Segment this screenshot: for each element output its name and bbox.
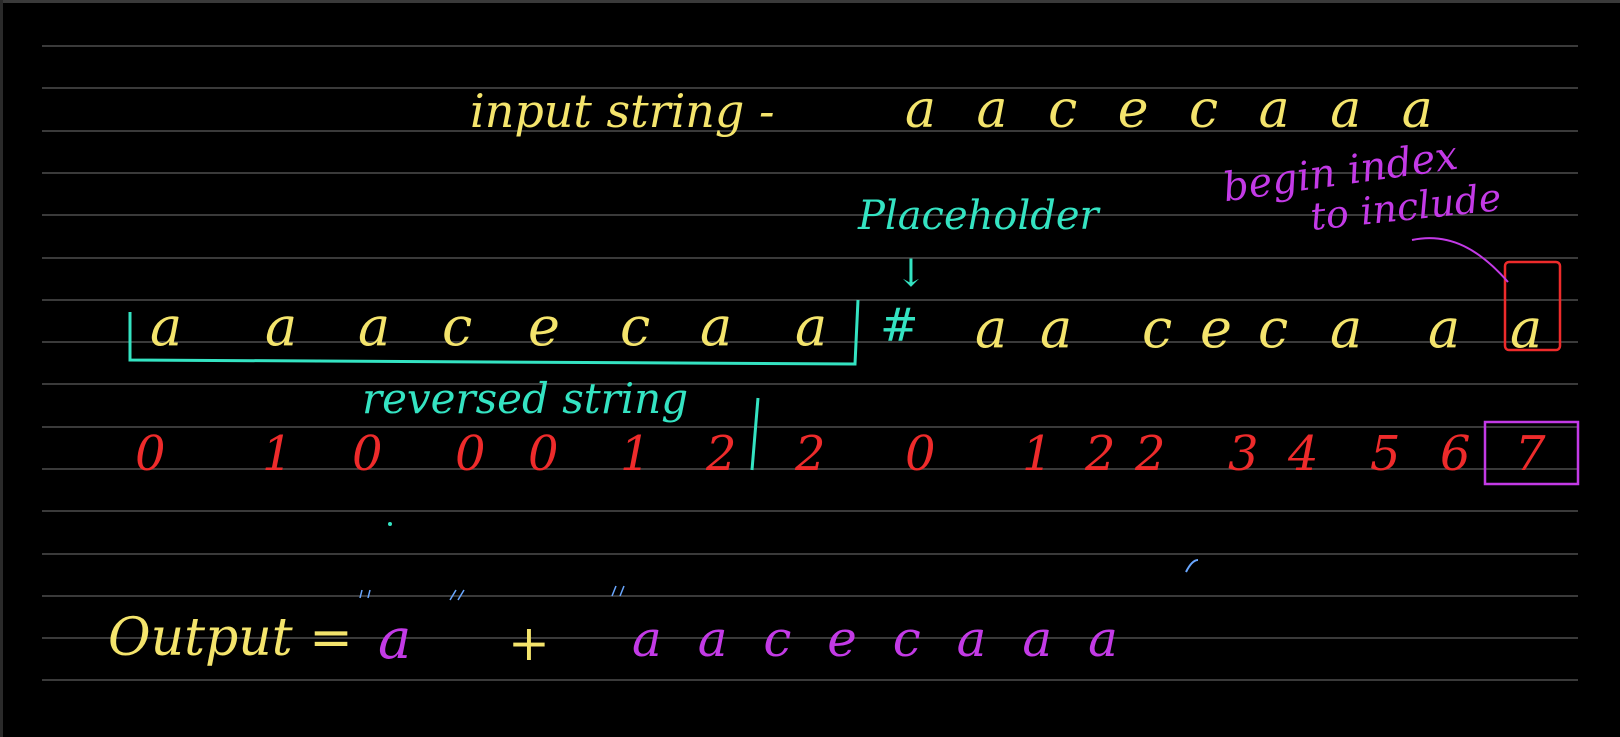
lps-value: 4: [1288, 426, 1319, 482]
original-letter: c: [1142, 297, 1173, 360]
original-letter: c: [1258, 297, 1289, 360]
quote-mark-1: [359, 589, 371, 599]
reversed-letter: a: [700, 295, 733, 358]
reversed-letter: c: [442, 295, 473, 358]
lps-value: 2: [795, 426, 826, 482]
input-string-label: input string -: [470, 84, 775, 138]
output-label: Output =: [108, 608, 353, 668]
begin-index-pointer: [1411, 237, 1509, 283]
reversed-letter: a: [150, 295, 183, 358]
original-letter: a: [1510, 297, 1543, 360]
lps-value: 0: [352, 426, 383, 482]
reversed-string-bracket: [128, 299, 860, 366]
lps-value: 0: [528, 426, 559, 482]
lps-value: 1: [620, 426, 651, 482]
left-border: [0, 0, 3, 737]
reversed-letter: a: [358, 295, 391, 358]
lps-value: 1: [262, 426, 293, 482]
reversed-letter: c: [620, 295, 651, 358]
lps-value: 6: [1440, 426, 1471, 482]
hash-separator: #: [880, 298, 919, 352]
reversed-letter: a: [265, 295, 298, 358]
reversed-string-label: reversed string: [362, 374, 689, 423]
reversed-letter: a: [795, 295, 828, 358]
last-value-box: [1483, 420, 1580, 486]
output-prefix: a: [378, 607, 412, 672]
output-plus: +: [508, 614, 550, 672]
output-suffix: a a c e c a a a: [632, 610, 1128, 668]
blue-stroke: [1185, 559, 1199, 573]
quote-mark-3: [611, 585, 625, 597]
lps-value: 0: [455, 426, 486, 482]
lps-value: 5: [1370, 426, 1401, 482]
original-letter: a: [1330, 297, 1363, 360]
placeholder-arrow: ↓: [895, 251, 927, 295]
original-letter: a: [975, 297, 1008, 360]
top-border: [0, 0, 1620, 3]
lps-value: 2: [1135, 426, 1166, 482]
teal-divider-tick: [750, 397, 760, 471]
lps-value: 2: [706, 426, 737, 482]
lps-value: 3: [1228, 426, 1259, 482]
reversed-letter: e: [528, 295, 560, 358]
lps-value: 0: [905, 426, 936, 482]
input-string-value: a a c e c a a a: [905, 80, 1445, 140]
original-letter: a: [1428, 297, 1461, 360]
lps-value: 0: [135, 426, 166, 482]
placeholder-label: Placeholder: [858, 193, 1099, 239]
quote-mark-2: [449, 589, 465, 601]
original-letter: a: [1040, 297, 1073, 360]
lps-value: 2: [1085, 426, 1116, 482]
lps-value: 1: [1022, 426, 1053, 482]
original-letter: e: [1200, 297, 1232, 360]
teal-dot: [388, 522, 392, 526]
last-char-box: [1503, 260, 1562, 352]
lps-value: 7: [1515, 426, 1546, 482]
